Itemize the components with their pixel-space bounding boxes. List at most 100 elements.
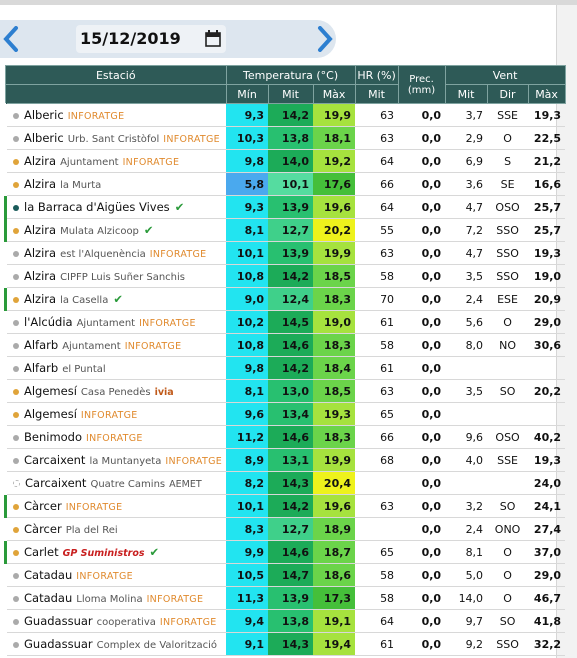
status-dot: [13, 457, 19, 464]
empty-cell: [487, 356, 529, 380]
value-cell: 10,3: [226, 126, 269, 150]
value-cell: 9,8: [226, 149, 269, 173]
value-cell: OSO: [487, 425, 529, 449]
station-source: INFORATGE: [65, 502, 123, 513]
value-cell: 2,4: [445, 287, 488, 311]
station-town: Algemesí: [24, 384, 77, 398]
value-cell: 63: [355, 241, 399, 265]
value-cell: 18,3: [313, 287, 356, 311]
value-cell: 17,3: [313, 586, 356, 610]
value-cell: 19,9: [313, 448, 356, 472]
station-row: Guadassuar Complex de Valorització 9,1 14,3…: [5, 632, 566, 656]
value-cell: 0,0: [398, 310, 446, 334]
station-cell: Carcaixent Quatre Camins AEMET: [5, 471, 227, 495]
station-cell: Carcaixent la Muntanyeta INFORATGE: [5, 448, 227, 472]
value-cell: 32,2: [528, 632, 566, 656]
value-cell: ONO: [487, 517, 529, 541]
check-icon: ✔: [113, 292, 123, 306]
value-cell: 64: [355, 195, 399, 219]
value-cell: 19,9: [313, 103, 356, 127]
value-cell: 13,8: [268, 609, 314, 633]
station-cell: Càrcer INFORATGE: [4, 494, 227, 518]
value-cell: 24,1: [528, 494, 566, 518]
station-place: cooperativa: [96, 617, 156, 628]
station-town: Carlet: [24, 545, 59, 559]
station-place: la Muntanyeta: [89, 456, 162, 467]
station-town: Alfarb: [24, 361, 59, 375]
value-cell: SSO: [487, 241, 529, 265]
value-cell: 19,0: [528, 264, 566, 288]
check-icon: ✔: [149, 545, 160, 559]
value-cell: SE: [487, 172, 529, 196]
value-cell: SO: [487, 494, 529, 518]
value-cell: 4,0: [445, 448, 488, 472]
value-cell: 14,3: [268, 471, 314, 495]
value-cell: 14,0: [445, 586, 488, 610]
status-dot: [13, 204, 19, 211]
station-row: Alberic Urb. Sant Cristòfol INFORATGE 10,3 1…: [5, 126, 566, 150]
status-dot: [13, 135, 19, 142]
station-row: Càrcer INFORATGE 10,1 14,2 19,6 63 0,0 3,2 SO 24,…: [4, 494, 566, 518]
calendar-icon[interactable]: [205, 30, 221, 47]
empty-cell: [528, 356, 566, 380]
value-cell: 0,0: [398, 149, 446, 173]
station-town: Alfarb: [24, 338, 59, 352]
station-cell: Alfarb el Puntal: [5, 356, 227, 380]
station-row: l'Alcúdia Ajuntament INFORATGE 10,2 14,5 19,0…: [5, 310, 566, 334]
value-cell: 37,0: [528, 540, 566, 564]
status-dot: [13, 319, 19, 326]
date-input[interactable]: 15/12/2019: [76, 25, 226, 53]
station-town: Guadassuar: [24, 614, 93, 628]
value-cell: 0,0: [398, 103, 446, 127]
value-cell: SSO: [487, 264, 529, 288]
status-dot: [13, 273, 19, 280]
station-place: Lloma Molina: [76, 594, 143, 605]
station-source: INFORATGE: [146, 594, 204, 605]
station-row: Alfarb Ajuntament INFORATGE 10,8 14,6 18,3 58 0…: [5, 333, 566, 357]
value-cell: 13,9: [268, 195, 314, 219]
subheader-cell: Dir: [486, 84, 529, 104]
value-cell: 20,2: [528, 379, 566, 403]
station-place: Mulata Alzicoop: [60, 226, 139, 237]
value-cell: 9,4: [226, 609, 269, 633]
station-town: Alzira: [24, 154, 57, 168]
station-town: Alzira: [24, 177, 57, 191]
value-cell: 58: [355, 333, 399, 357]
station-town: Alzira: [24, 223, 57, 237]
status-dot: [13, 618, 19, 625]
station-place: la Murta: [60, 180, 102, 191]
value-cell: 63: [355, 103, 399, 127]
value-cell: 55: [355, 218, 399, 242]
next-arrow[interactable]: [316, 26, 334, 52]
station-place: Quatre Camins: [90, 479, 166, 490]
value-cell: O: [487, 540, 529, 564]
prev-arrow[interactable]: [2, 26, 20, 52]
value-cell: 0,0: [398, 264, 446, 288]
value-cell: 14,6: [268, 540, 314, 564]
station-place: est l'Alquenència: [60, 249, 146, 260]
value-cell: 70: [355, 287, 399, 311]
station-source: INFORATGE: [76, 571, 133, 582]
value-cell: 9,2: [445, 632, 488, 656]
station-source: INFORATGE: [80, 410, 138, 421]
value-cell: 18,1: [313, 126, 356, 150]
value-cell: 11,2: [226, 425, 269, 449]
value-cell: 61: [355, 632, 399, 656]
station-town: l'Alcúdia: [24, 315, 73, 329]
value-cell: 14,6: [268, 425, 314, 449]
station-cell: Càrcer Pla del Rei: [5, 517, 227, 541]
status-dot: [13, 388, 19, 395]
value-cell: 9,6: [226, 402, 269, 426]
station-source: INFORATGE: [122, 157, 180, 168]
status-dot: [13, 250, 19, 257]
station-cell: la Barraca d'Aigües Vives ✔: [4, 195, 227, 219]
value-cell: SSO: [487, 218, 529, 242]
value-cell: 18,4: [313, 356, 356, 380]
station-town: Alzira: [24, 292, 57, 306]
value-cell: 0,0: [398, 333, 446, 357]
value-cell: 9,0: [226, 287, 269, 311]
station-place: CIPFP Luis Suñer Sanchis: [60, 272, 186, 283]
station-row: Carcaixent Quatre Camins AEMET 8,2 14,3 20,4 0…: [5, 471, 566, 495]
value-cell: 66: [355, 172, 399, 196]
value-cell: 66: [355, 425, 399, 449]
